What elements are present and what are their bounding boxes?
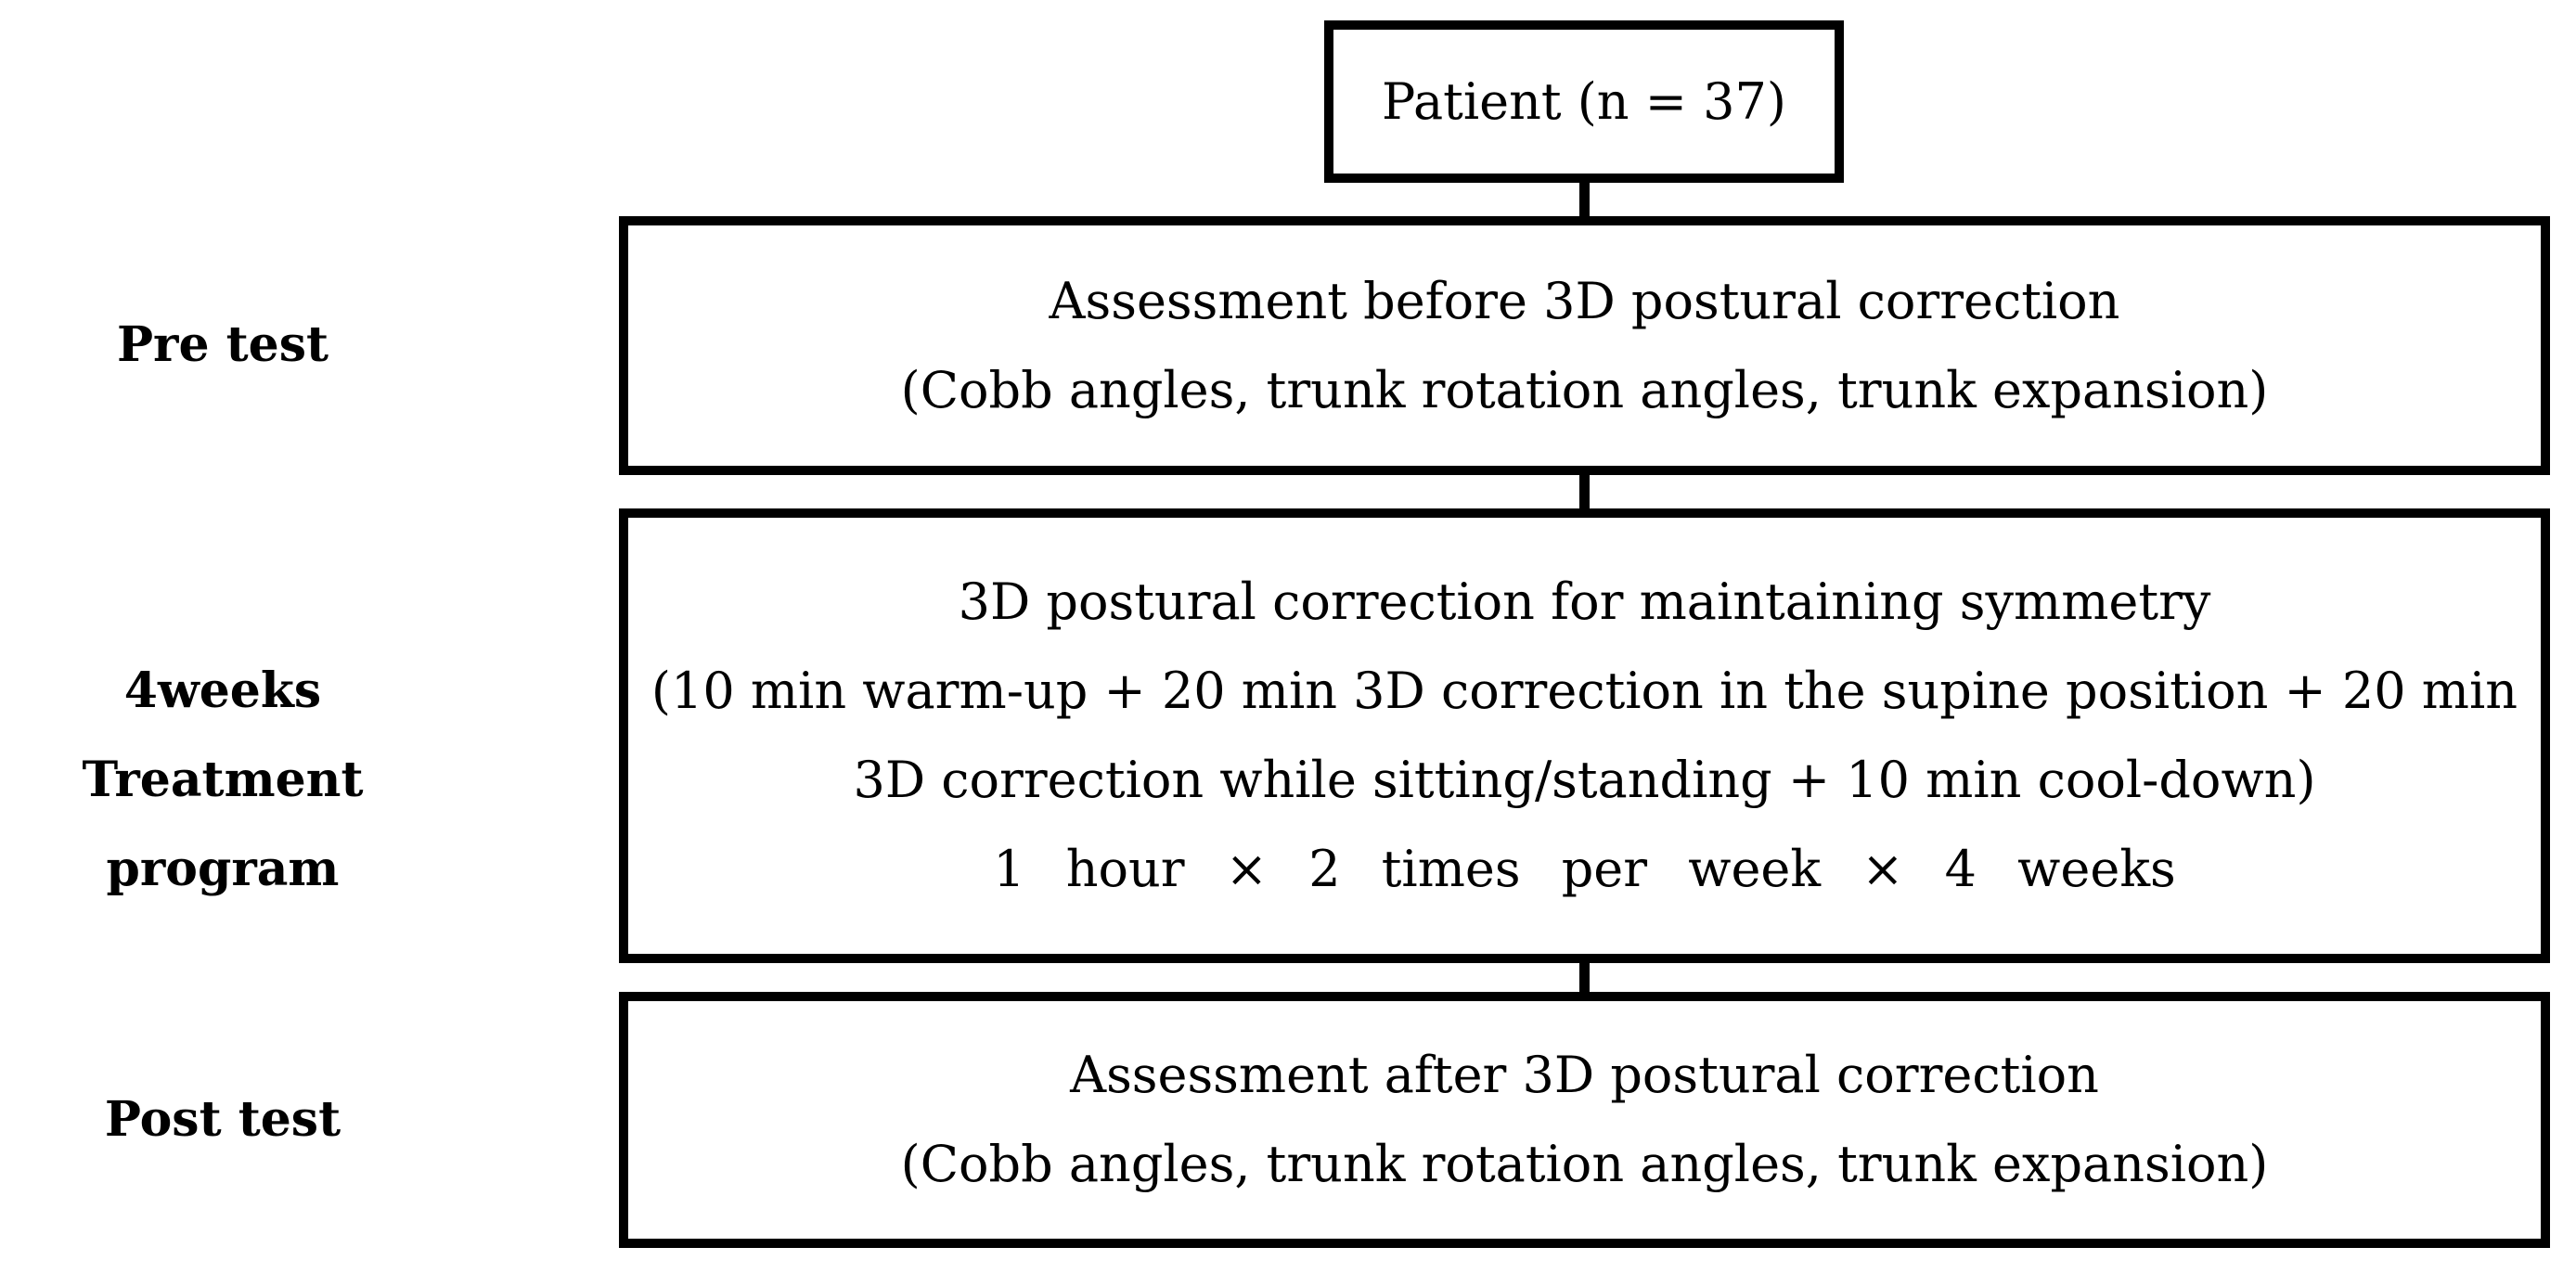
connector-patient-to-pretest: [1579, 183, 1590, 217]
side-label-pretest-line: Pre test: [116, 316, 329, 373]
side-label-posttest-line: Post test: [104, 1091, 341, 1148]
treatment-program-line-1: 3D postural correction for maintaining s…: [958, 572, 2211, 631]
patient-box-label: Patient (n = 37): [1382, 72, 1786, 131]
connector-pretest-to-treatment: [1579, 474, 1590, 509]
posttest-assessment-line-1: Assessment after 3D postural correction: [1070, 1046, 2099, 1104]
posttest-assessment-box: Assessment after 3D postural correction …: [619, 992, 2550, 1248]
side-label-pretest: Pre test: [0, 301, 445, 390]
posttest-assessment-line-2: (Cobb angles, trunk rotation angles, tru…: [900, 1135, 2269, 1193]
treatment-program-line-3: 3D correction while sitting/standing + 1…: [853, 751, 2316, 809]
side-label-treatment-line-2: Treatment program: [82, 752, 364, 897]
side-label-posttest: Post test: [0, 1075, 445, 1164]
pretest-assessment-box: Assessment before 3D postural correction…: [619, 216, 2550, 475]
treatment-program-line-4: 1 hour × 2 times per week × 4 weeks: [993, 840, 2176, 898]
treatment-program-box: 3D postural correction for maintaining s…: [619, 508, 2550, 963]
treatment-program-line-2: (10 min warm-up + 20 min 3D correction i…: [650, 662, 2518, 720]
side-label-treatment: 4weeks Treatment program: [0, 647, 445, 914]
pretest-assessment-line-2: (Cobb angles, trunk rotation angles, tru…: [900, 360, 2269, 419]
side-label-treatment-line-1: 4weeks: [123, 662, 322, 719]
patient-box: Patient (n = 37): [1324, 20, 1844, 183]
pretest-assessment-line-1: Assessment before 3D postural correction: [1049, 271, 2120, 330]
connector-treatment-to-posttest: [1579, 962, 1590, 993]
